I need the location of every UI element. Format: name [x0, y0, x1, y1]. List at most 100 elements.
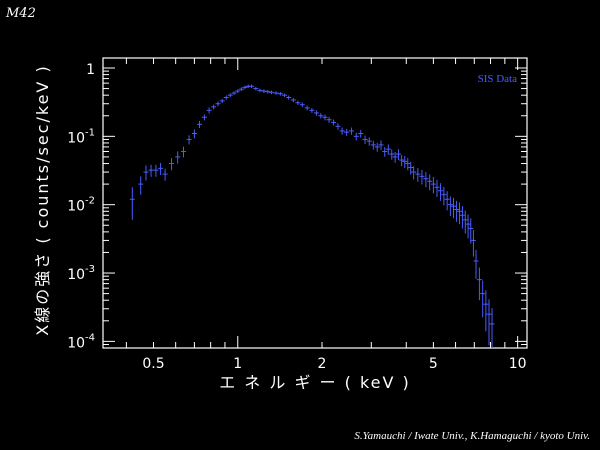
data-point: [462, 210, 468, 234]
data-point: [459, 206, 465, 229]
data-point: [402, 155, 408, 169]
y-tick-label: 1: [86, 62, 95, 78]
data-point: [282, 93, 288, 98]
data-point: [349, 127, 355, 135]
data-point: [378, 140, 384, 151]
data-point: [385, 144, 391, 155]
data-point: [465, 214, 471, 239]
data-point: [143, 165, 149, 181]
data-point: [437, 183, 443, 201]
data-point: [430, 177, 436, 194]
data-point: [395, 149, 401, 160]
data-point: [129, 187, 135, 220]
data-point: [273, 91, 279, 95]
data-point: [454, 200, 460, 222]
data-point: [286, 95, 292, 100]
data-point: [344, 128, 350, 136]
y-tick-label: 10-3: [67, 264, 95, 283]
data-point: [434, 179, 440, 197]
data-point: [362, 135, 368, 144]
data-point: [451, 197, 457, 219]
data-point: [480, 280, 486, 318]
data-point: [211, 104, 217, 110]
x-tick-label: 5: [429, 356, 438, 372]
data-point: [169, 158, 175, 171]
credit-line: S.Yamauchi / Iwate Univ., K.Hamaguchi / …: [354, 430, 590, 442]
data-point: [231, 91, 237, 95]
data-point: [242, 85, 248, 90]
data-point: [138, 176, 144, 195]
y-tick-label: 10-4: [67, 332, 95, 351]
data-point: [181, 146, 187, 158]
data-point: [415, 167, 421, 182]
data-point: [148, 164, 154, 177]
corner-label: M42: [6, 6, 36, 21]
data-point: [162, 168, 168, 181]
data-point: [389, 149, 395, 160]
data-point: [444, 191, 450, 211]
data-point: [206, 107, 212, 114]
data-point: [223, 95, 229, 100]
data-point: [219, 98, 225, 104]
data-point: [153, 164, 159, 177]
x-tick-label: 1: [233, 356, 242, 372]
x-axis-title: エ ネ ル ギ ー ( keV ): [219, 373, 411, 392]
data-point: [419, 169, 425, 185]
data-point: [483, 290, 489, 332]
data-point: [489, 308, 495, 348]
data-point: [269, 90, 275, 95]
data-point: [353, 132, 359, 141]
x-tick-label: 2: [318, 356, 327, 372]
data-point: [249, 84, 255, 89]
data-point: [399, 154, 405, 167]
data-point: [382, 147, 388, 157]
data-point: [265, 89, 271, 94]
data-point: [405, 158, 411, 171]
data-point: [191, 129, 197, 139]
data-point: [290, 98, 296, 103]
data-point: [322, 114, 328, 121]
plot-frame: [102, 57, 528, 349]
data-point: [470, 230, 476, 257]
data-point: [423, 172, 429, 188]
data-point: [304, 105, 310, 111]
data-point: [158, 162, 164, 175]
y-tick-label: 10-1: [67, 127, 95, 146]
legend-entry-sis-data: SIS Data: [478, 73, 518, 85]
y-axis-ticks: 1 10-1 10-2 10-3 10-4: [67, 62, 527, 351]
data-point: [186, 135, 192, 145]
data-point: [427, 174, 433, 191]
data-point: [392, 151, 398, 163]
y-axis-title: X線の強さ ( counts/sec/keV ): [33, 64, 52, 335]
data-series-sis: [129, 84, 495, 348]
data-point: [313, 110, 319, 116]
data-point: [473, 249, 479, 279]
data-point: [335, 123, 341, 130]
data-point: [299, 102, 305, 108]
x-tick-label: 10: [509, 356, 527, 372]
data-point: [277, 92, 283, 96]
data-point: [295, 100, 301, 105]
data-point: [197, 120, 203, 129]
data-point: [339, 127, 345, 135]
data-point: [175, 151, 181, 164]
data-point: [238, 87, 244, 91]
data-point: [374, 142, 380, 152]
data-point: [447, 196, 453, 217]
data-point: [370, 140, 376, 150]
data-point: [201, 114, 207, 121]
data-point: [318, 113, 324, 119]
data-point: [358, 129, 364, 138]
data-point: [486, 299, 492, 346]
x-tick-label: 0.5: [142, 356, 164, 372]
plot-frame-group: [102, 57, 528, 349]
data-point: [261, 89, 267, 93]
data-point: [227, 93, 233, 98]
data-point: [309, 108, 315, 113]
data-point: [441, 186, 447, 206]
data-point: [411, 166, 417, 180]
data-point: [331, 119, 337, 126]
data-point: [215, 101, 221, 107]
y-tick-label: 10-2: [67, 196, 95, 215]
data-point: [235, 89, 241, 93]
